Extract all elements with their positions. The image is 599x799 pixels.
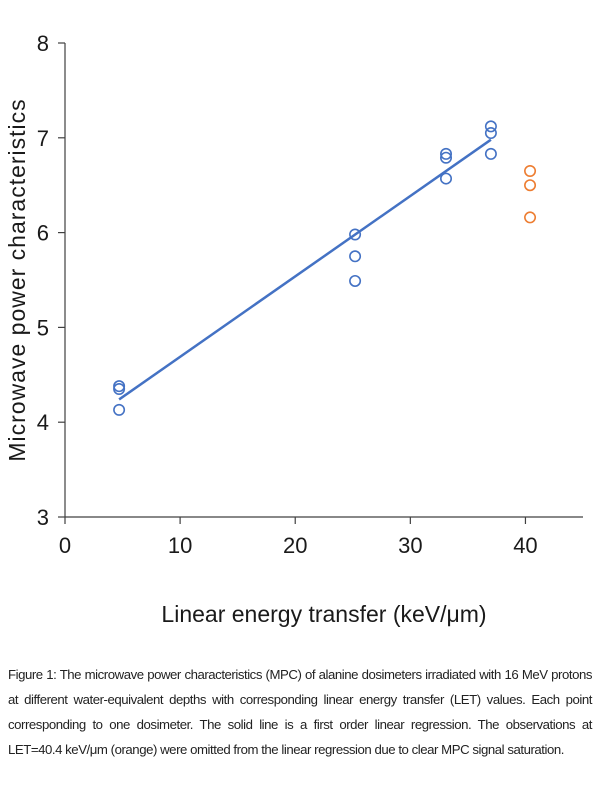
x-tick-label: 0 bbox=[59, 533, 71, 558]
scatter-chart: 0 10 20 30 40 3 4 5 6 7 8 Linear energy transfer (… bbox=[4, 31, 583, 627]
data-point-fitted bbox=[113, 383, 126, 396]
data-point-fitted bbox=[113, 403, 126, 416]
x-tick-label: 30 bbox=[398, 533, 422, 558]
x-tick-label: 40 bbox=[513, 533, 537, 558]
data-point-fitted bbox=[349, 250, 362, 263]
data-point-excluded bbox=[524, 211, 537, 224]
data-point-excluded bbox=[524, 179, 537, 192]
data-point-fitted bbox=[484, 120, 497, 133]
y-axis-title: Microwave power characteristics bbox=[4, 98, 30, 461]
data-point-fitted bbox=[484, 127, 497, 140]
data-points bbox=[113, 120, 537, 416]
data-point-fitted bbox=[349, 228, 362, 241]
y-tick-label: 8 bbox=[37, 31, 49, 56]
data-point-fitted bbox=[484, 147, 497, 160]
y-tick-label: 6 bbox=[37, 221, 49, 246]
data-point-fitted bbox=[440, 147, 453, 160]
y-tick-label: 3 bbox=[37, 505, 49, 530]
y-tick-label: 7 bbox=[37, 126, 49, 151]
figure-caption: Figure 1: The microwave power characteri… bbox=[8, 667, 592, 757]
axis-ticks: 0 10 20 30 40 3 4 5 6 7 8 bbox=[37, 31, 538, 558]
data-point-fitted bbox=[440, 151, 453, 164]
x-tick-label: 10 bbox=[168, 533, 192, 558]
regression-line bbox=[118, 138, 492, 401]
data-point-fitted bbox=[349, 274, 362, 287]
x-axis-title: Linear energy transfer (keV/μm) bbox=[161, 601, 486, 627]
data-point-fitted bbox=[440, 172, 453, 185]
y-tick-label: 4 bbox=[37, 410, 49, 435]
data-point-excluded bbox=[524, 164, 537, 177]
x-tick-label: 20 bbox=[283, 533, 307, 558]
y-tick-label: 5 bbox=[37, 315, 49, 340]
